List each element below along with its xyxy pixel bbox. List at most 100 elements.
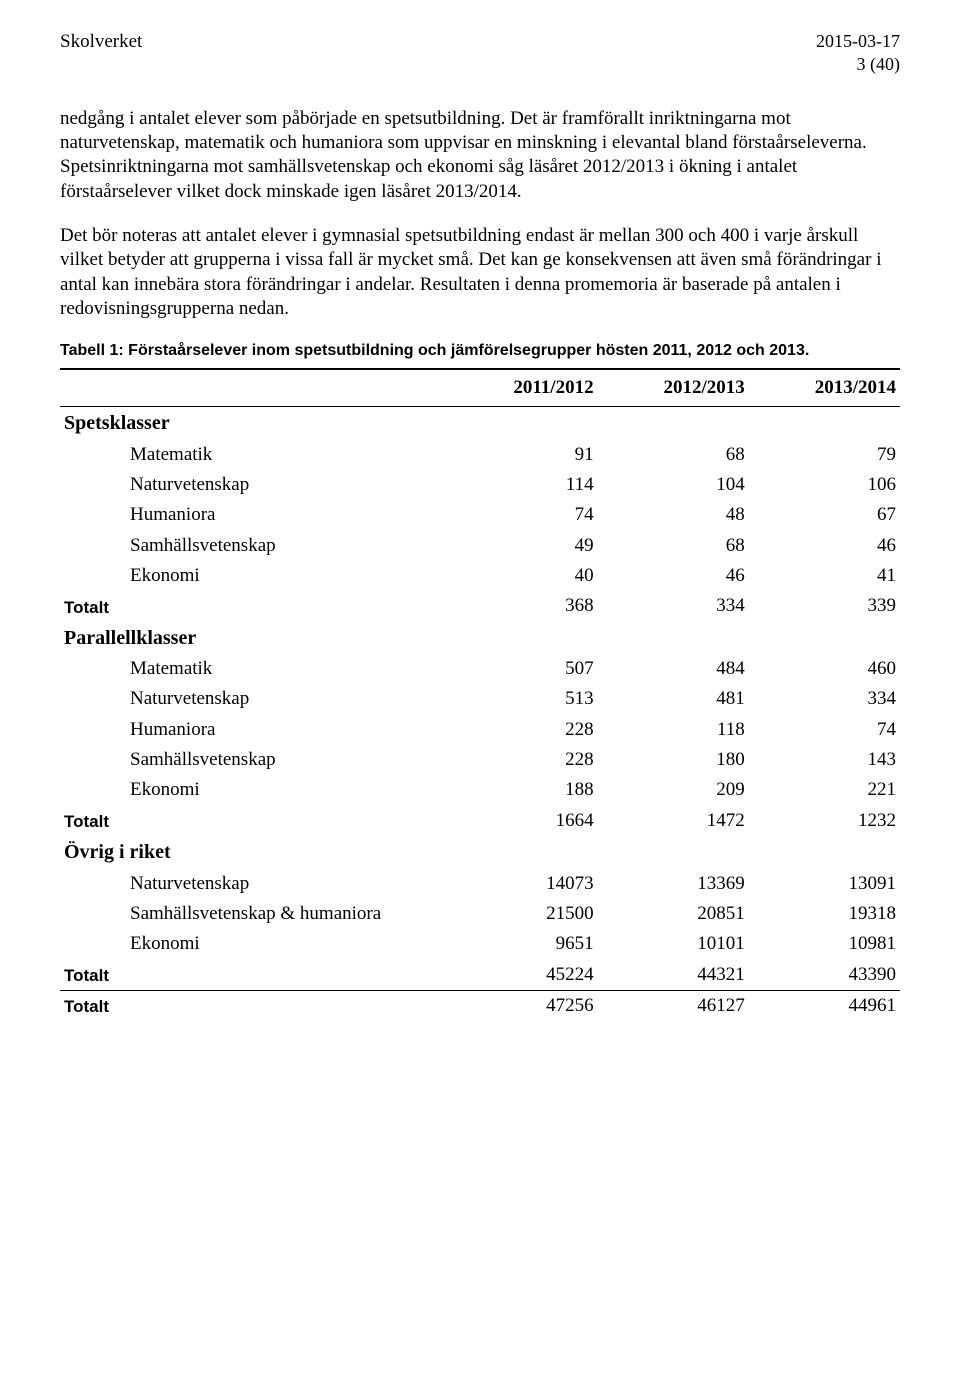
cell-value: 9651 [446, 929, 597, 959]
cell-value: 68 [598, 531, 749, 561]
grand-total-value: 47256 [446, 990, 597, 1021]
table-row: Samhällsvetenskap228180143 [60, 745, 900, 775]
total-value: 334 [598, 591, 749, 621]
grand-total-row: Totalt472564612744961 [60, 990, 900, 1021]
cell-value: 507 [446, 654, 597, 684]
total-value: 43390 [749, 960, 900, 991]
cell-value: 74 [749, 715, 900, 745]
table-row: Humaniora22811874 [60, 715, 900, 745]
cell-value: 106 [749, 470, 900, 500]
table-row: Matematik916879 [60, 440, 900, 470]
cell-value: 13091 [749, 869, 900, 899]
cell-value: 91 [446, 440, 597, 470]
section-title: Parallellklasser [60, 622, 900, 655]
data-table: 2011/2012 2012/2013 2013/2014 Spetsklass… [60, 368, 900, 1021]
col-blank [60, 369, 446, 407]
cell-value: 104 [598, 470, 749, 500]
cell-value: 10981 [749, 929, 900, 959]
total-label: Totalt [60, 806, 446, 836]
cell-value: 143 [749, 745, 900, 775]
row-label: Ekonomi [60, 775, 446, 805]
cell-value: 209 [598, 775, 749, 805]
cell-value: 46 [749, 531, 900, 561]
table-row: Ekonomi188209221 [60, 775, 900, 805]
row-label: Naturvetenskap [60, 684, 446, 714]
col-y2: 2012/2013 [598, 369, 749, 407]
row-label: Humaniora [60, 715, 446, 745]
cell-value: 334 [749, 684, 900, 714]
table-row: Samhällsvetenskap & humaniora21500208511… [60, 899, 900, 929]
grand-total-value: 44961 [749, 990, 900, 1021]
section-1: Parallellklasser [60, 622, 900, 655]
page-header: Skolverket 2015-03-17 3 (40) [60, 30, 900, 77]
section-total: Totalt452244432143390 [60, 960, 900, 991]
cell-value: 221 [749, 775, 900, 805]
cell-value: 67 [749, 500, 900, 530]
row-label: Samhällsvetenskap [60, 745, 446, 775]
table-row: Samhällsvetenskap496846 [60, 531, 900, 561]
cell-value: 228 [446, 745, 597, 775]
cell-value: 114 [446, 470, 597, 500]
cell-value: 188 [446, 775, 597, 805]
page-meta: 2015-03-17 3 (40) [816, 30, 900, 77]
section-0: Spetsklasser [60, 407, 900, 440]
org-name: Skolverket [60, 30, 142, 54]
table-row: Matematik507484460 [60, 654, 900, 684]
cell-value: 14073 [446, 869, 597, 899]
section-total: Totalt368334339 [60, 591, 900, 621]
cell-value: 49 [446, 531, 597, 561]
section-2: Övrig i riket [60, 836, 900, 869]
table-row: Naturvetenskap513481334 [60, 684, 900, 714]
row-label: Samhällsvetenskap [60, 531, 446, 561]
cell-value: 21500 [446, 899, 597, 929]
doc-date: 2015-03-17 [816, 30, 900, 53]
row-label: Naturvetenskap [60, 470, 446, 500]
cell-value: 13369 [598, 869, 749, 899]
cell-value: 40 [446, 561, 597, 591]
cell-value: 228 [446, 715, 597, 745]
table-row: Humaniora744867 [60, 500, 900, 530]
cell-value: 79 [749, 440, 900, 470]
total-value: 368 [446, 591, 597, 621]
cell-value: 20851 [598, 899, 749, 929]
cell-value: 41 [749, 561, 900, 591]
cell-value: 484 [598, 654, 749, 684]
paragraph-1: nedgång i antalet elever som påbörjade e… [60, 107, 900, 204]
section-title: Övrig i riket [60, 836, 900, 869]
row-label: Humaniora [60, 500, 446, 530]
cell-value: 180 [598, 745, 749, 775]
paragraph-2: Det bör noteras att antalet elever i gym… [60, 224, 900, 321]
col-y1: 2011/2012 [446, 369, 597, 407]
section-title: Spetsklasser [60, 407, 900, 440]
row-label: Naturvetenskap [60, 869, 446, 899]
row-label: Matematik [60, 440, 446, 470]
row-label: Ekonomi [60, 929, 446, 959]
table-caption: Tabell 1: Förstaårselever inom spetsutbi… [60, 341, 900, 361]
row-label: Samhällsvetenskap & humaniora [60, 899, 446, 929]
table-row: Ekonomi404641 [60, 561, 900, 591]
cell-value: 10101 [598, 929, 749, 959]
table-row: Ekonomi96511010110981 [60, 929, 900, 959]
table-row: Naturvetenskap140731336913091 [60, 869, 900, 899]
cell-value: 46 [598, 561, 749, 591]
cell-value: 48 [598, 500, 749, 530]
table-row: Naturvetenskap114104106 [60, 470, 900, 500]
total-label: Totalt [60, 960, 446, 991]
grand-total-value: 46127 [598, 990, 749, 1021]
table-header-row: 2011/2012 2012/2013 2013/2014 [60, 369, 900, 407]
row-label: Matematik [60, 654, 446, 684]
total-value: 1472 [598, 806, 749, 836]
total-value: 45224 [446, 960, 597, 991]
total-value: 1664 [446, 806, 597, 836]
cell-value: 74 [446, 500, 597, 530]
cell-value: 68 [598, 440, 749, 470]
cell-value: 481 [598, 684, 749, 714]
total-value: 339 [749, 591, 900, 621]
grand-total-label: Totalt [60, 990, 446, 1021]
section-total: Totalt166414721232 [60, 806, 900, 836]
col-y3: 2013/2014 [749, 369, 900, 407]
total-value: 1232 [749, 806, 900, 836]
page-number: 3 (40) [816, 53, 900, 76]
cell-value: 118 [598, 715, 749, 745]
cell-value: 513 [446, 684, 597, 714]
